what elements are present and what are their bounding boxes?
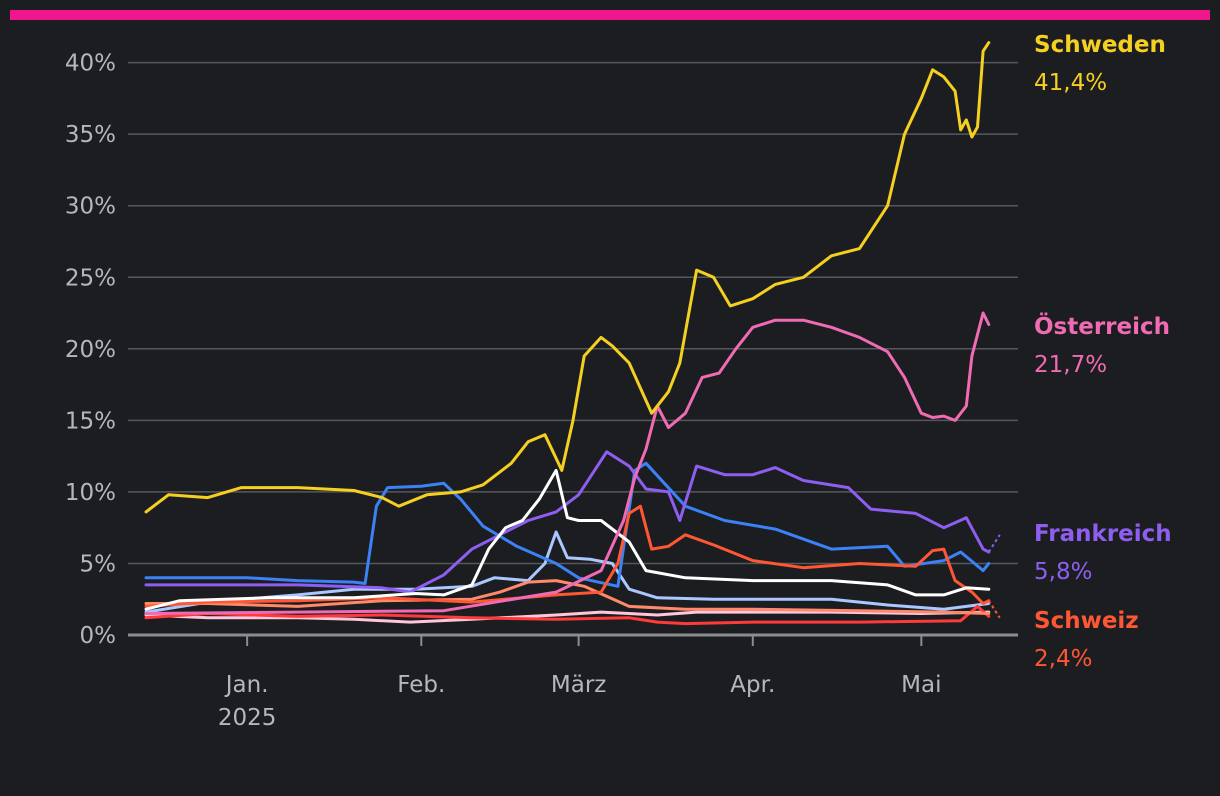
- series-layer: [144, 41, 1001, 626]
- series-end-labels: Schweiz 2,4% Frankreich 5,8% Österreich 21,7%…: [1034, 32, 1172, 672]
- series-line-1: [144, 530, 991, 614]
- series-line-schweiz: [144, 504, 991, 608]
- series-label-schweden: Schweden: [1034, 32, 1166, 58]
- series-line-4: [144, 461, 991, 588]
- accent-bar: [10, 10, 1210, 20]
- x-tick-sublabel: 2025: [218, 705, 277, 731]
- series-label-sterreich: Österreich: [1034, 312, 1170, 340]
- series-line-7: [144, 468, 991, 611]
- series-line-2: [144, 604, 991, 626]
- series-label-frankreich: Frankreich: [1034, 521, 1172, 547]
- series-value-frankreich: 5,8%: [1034, 559, 1092, 585]
- y-tick-label: 5%: [80, 551, 117, 577]
- x-tick-label: Mai: [901, 672, 941, 698]
- series-line-schweden: [144, 41, 991, 514]
- series-value-schweiz: 2,4%: [1034, 646, 1092, 672]
- series-line-3: [144, 579, 991, 615]
- series-label-schweiz: Schweiz: [1034, 608, 1139, 634]
- y-axis: 0% 5% 10% 15% 20% 25% 30% 35% 40%: [65, 51, 116, 649]
- series-value-schweden: 41,4%: [1034, 70, 1107, 96]
- x-tick-label: Feb.: [397, 672, 445, 698]
- y-tick-label: 35%: [65, 122, 116, 148]
- y-tick-label: 40%: [65, 51, 116, 77]
- grid-layer: [128, 61, 1018, 637]
- series-line-0: [144, 610, 991, 624]
- y-tick-label: 20%: [65, 337, 116, 363]
- dashed-extension: [987, 534, 1001, 553]
- x-tick-label: Apr.: [730, 672, 775, 698]
- y-tick-label: 30%: [65, 194, 116, 220]
- series-line-frankreich: [144, 450, 991, 594]
- series-line-sterreich: [144, 311, 991, 615]
- y-tick-label: 15%: [65, 408, 116, 434]
- dashed-extension: [987, 600, 1001, 619]
- series-value-sterreich: 21,7%: [1034, 352, 1107, 378]
- x-tick-label: Jan.: [224, 672, 269, 698]
- y-tick-label: 25%: [65, 265, 116, 291]
- y-tick-label: 10%: [65, 480, 116, 506]
- x-axis: Jan. 2025 Feb. März Apr. Mai: [218, 636, 942, 731]
- y-tick-label: 0%: [80, 623, 117, 649]
- x-tick-label: März: [551, 672, 606, 698]
